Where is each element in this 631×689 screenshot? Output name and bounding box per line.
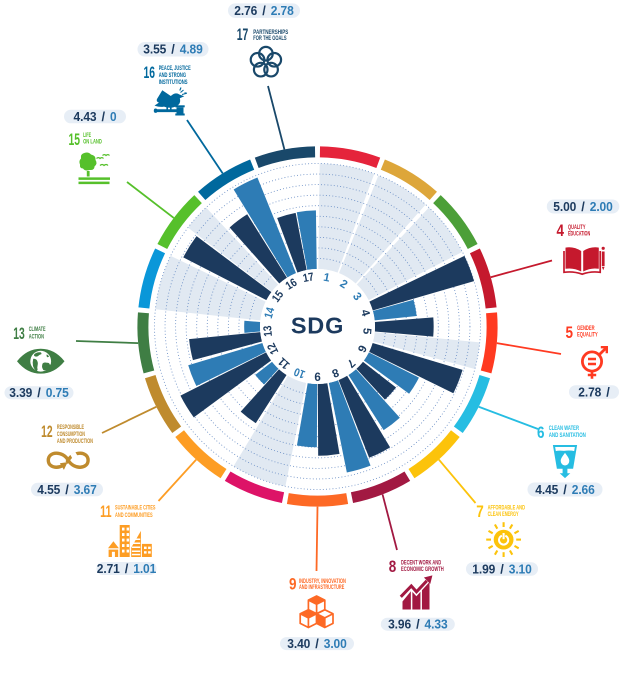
svg-text:GENDER: GENDER <box>577 326 595 332</box>
svg-text:ACTION: ACTION <box>29 334 44 340</box>
svg-text:5: 5 <box>360 327 373 335</box>
svg-text:4.55/3.67: 4.55/3.67 <box>37 482 96 497</box>
svg-text:3.39/0.75: 3.39/0.75 <box>9 385 68 400</box>
svg-text:16: 16 <box>144 63 156 82</box>
svg-text:CLEAN ENERGY: CLEAN ENERGY <box>488 512 519 518</box>
svg-text:ON LAND: ON LAND <box>83 139 102 145</box>
svg-text:INDUSTRY, INNOVATION: INDUSTRY, INNOVATION <box>299 579 346 585</box>
svg-text:2: 2 <box>338 278 350 292</box>
svg-text:EDUCATION: EDUCATION <box>568 232 590 238</box>
svg-text:4: 4 <box>557 221 565 240</box>
svg-text:4.43/0: 4.43/0 <box>74 109 117 124</box>
svg-text:6: 6 <box>537 423 545 442</box>
svg-text:SUSTAINABLE CITIES: SUSTAINABLE CITIES <box>115 506 156 512</box>
svg-text:RESPONSIBLE: RESPONSIBLE <box>57 425 84 431</box>
svg-text:7: 7 <box>476 502 484 521</box>
svg-text:10: 10 <box>292 365 307 380</box>
svg-text:5: 5 <box>566 323 574 342</box>
svg-text:PEACE, JUSTICE: PEACE, JUSTICE <box>159 66 191 72</box>
svg-text:INSTITUTIONS: INSTITUTIONS <box>159 80 188 86</box>
svg-text:ECONOMIC GROWTH: ECONOMIC GROWTH <box>401 567 444 573</box>
svg-text:2.71/1.01: 2.71/1.01 <box>97 561 156 576</box>
svg-text:9: 9 <box>289 575 297 594</box>
svg-text:16: 16 <box>284 277 300 293</box>
svg-text:AND COMMUNITIES: AND COMMUNITIES <box>115 513 153 519</box>
svg-text:3.96/4.33: 3.96/4.33 <box>388 617 447 632</box>
svg-text:12: 12 <box>41 422 53 441</box>
svg-text:DECENT WORK AND: DECENT WORK AND <box>401 560 442 566</box>
svg-text:5.00/2.00: 5.00/2.00 <box>553 199 612 214</box>
svg-text:12: 12 <box>266 341 282 356</box>
svg-text:AND SANITATION: AND SANITATION <box>549 433 586 439</box>
svg-text:CLIMATE: CLIMATE <box>29 327 46 333</box>
svg-text:PARTNERSHIPS: PARTNERSHIPS <box>253 30 288 36</box>
svg-text:AND INFRASTRUCTURE: AND INFRASTRUCTURE <box>299 585 344 591</box>
svg-text:1: 1 <box>322 272 331 285</box>
svg-text:11: 11 <box>100 502 112 521</box>
svg-text:SDG: SDG <box>291 312 344 338</box>
svg-text:AND STRONG: AND STRONG <box>159 73 187 79</box>
svg-text:13: 13 <box>13 324 25 343</box>
svg-text:15: 15 <box>69 130 81 149</box>
svg-text:17: 17 <box>302 271 315 285</box>
svg-text:QUALITY: QUALITY <box>568 225 586 231</box>
svg-text:EQUALITY: EQUALITY <box>577 333 598 339</box>
svg-text:3.40/3.00: 3.40/3.00 <box>287 636 346 651</box>
svg-text:2.76/2.78: 2.76/2.78 <box>234 3 293 18</box>
svg-text:17: 17 <box>237 25 249 44</box>
svg-text:CLEAN WATER: CLEAN WATER <box>549 426 580 432</box>
svg-text:9: 9 <box>314 370 320 382</box>
svg-text:14: 14 <box>263 306 278 320</box>
svg-text:8: 8 <box>389 557 397 576</box>
svg-text:13: 13 <box>262 325 275 337</box>
svg-text:AFFORDABLE AND: AFFORDABLE AND <box>488 505 526 511</box>
svg-text:4.45/2.66: 4.45/2.66 <box>535 482 594 497</box>
svg-text:6: 6 <box>355 343 369 354</box>
svg-text:3.55/4.89: 3.55/4.89 <box>143 42 202 57</box>
svg-text:LIFE: LIFE <box>83 133 91 139</box>
svg-text:CONSUMPTION: CONSUMPTION <box>57 432 85 438</box>
svg-text:2.78/: 2.78/ <box>578 384 610 399</box>
svg-text:4: 4 <box>358 308 371 318</box>
svg-text:AND PRODUCTION: AND PRODUCTION <box>57 439 93 445</box>
svg-text:1.99/3.10: 1.99/3.10 <box>472 561 531 576</box>
svg-text:8: 8 <box>330 366 341 380</box>
svg-text:FOR THE GOALS: FOR THE GOALS <box>253 36 286 42</box>
